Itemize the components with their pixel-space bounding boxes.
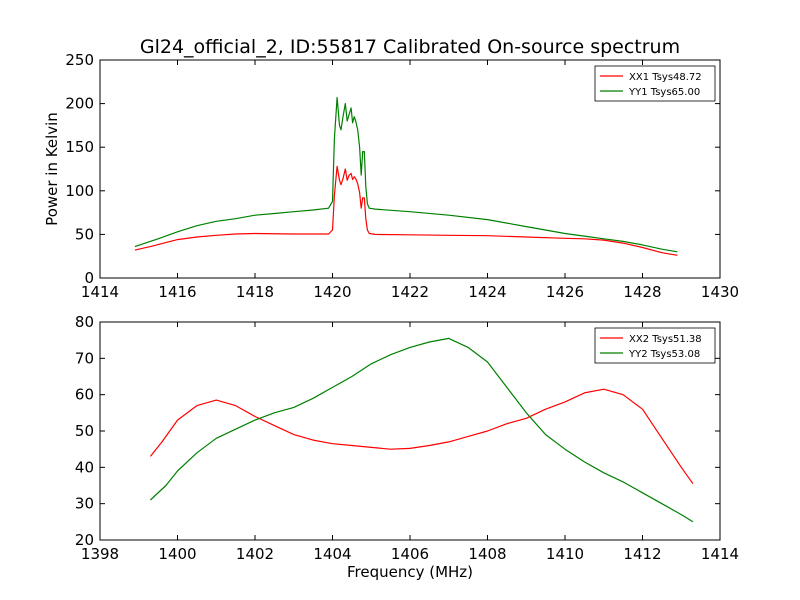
legend-entry: YY2 Tsys53.08 [628,349,700,360]
x-tick-label: 1430 [701,283,739,301]
x-tick-label: 1400 [158,545,196,563]
y-tick-label: 70 [75,349,94,367]
y-tick-label: 60 [75,386,94,404]
chart-panel-2: 1398 1400 1402 1404 1406 1408 1410 1412 1414 20 30… [75,313,739,581]
y-tick-label: 200 [65,95,94,113]
legend: XX1 Tsys48.72 YY1 Tsys65.00 [594,65,716,102]
x-tick-label: 1402 [236,545,274,563]
series-line-1 [149,388,694,485]
chart-panel-1: 1414 1416 1418 1420 1422 1424 1426 1428 1430 0 50 1… [43,51,739,301]
y-axis-label: Power in Kelvin [43,112,61,226]
x-tick-label: 1408 [468,545,506,563]
x-tick-label: 1412 [623,545,661,563]
legend-box [594,65,716,102]
y-tick-label: 50 [75,422,94,440]
y-tick-label: 150 [65,138,94,156]
y-tick-label: 20 [75,531,94,549]
x-tick-label: 1418 [236,283,274,301]
x-tick-label: 1416 [158,283,196,301]
legend-entry: XX2 Tsys51.38 [629,334,702,345]
x-tick-label: 1414 [81,283,119,301]
legend-entry: XX1 Tsys48.72 [629,72,702,83]
legend-entry: YY1 Tsys65.00 [628,87,700,98]
figure-title: Gl24_official_2, ID:55817 Calibrated On-… [140,36,680,58]
series-line-2 [149,337,694,523]
legend: XX2 Tsys51.38 YY2 Tsys53.08 [594,327,716,364]
y-tick-label: 80 [75,313,94,331]
x-tick-label: 1420 [313,283,351,301]
legend-box [594,327,716,364]
x-tick-label: 1426 [546,283,584,301]
y-tick-label: 40 [75,458,94,476]
x-tick-label: 1398 [81,545,119,563]
x-tick-label: 1410 [546,545,584,563]
y-tick-label: 250 [65,51,94,69]
x-tick-label: 1428 [623,283,661,301]
x-tick-label: 1422 [391,283,429,301]
x-axis-label: Frequency (MHz) [347,563,473,581]
series-line-2 [134,96,678,253]
y-tick-label: 0 [84,269,94,287]
x-tick-label: 1404 [313,545,351,563]
x-tick-label: 1406 [391,545,429,563]
series-line-1 [134,165,678,256]
y-tick-label: 100 [65,182,94,200]
y-tick-label: 30 [75,495,94,513]
x-tick-label: 1414 [701,545,739,563]
y-tick-label: 50 [75,225,94,243]
x-tick-label: 1424 [468,283,506,301]
